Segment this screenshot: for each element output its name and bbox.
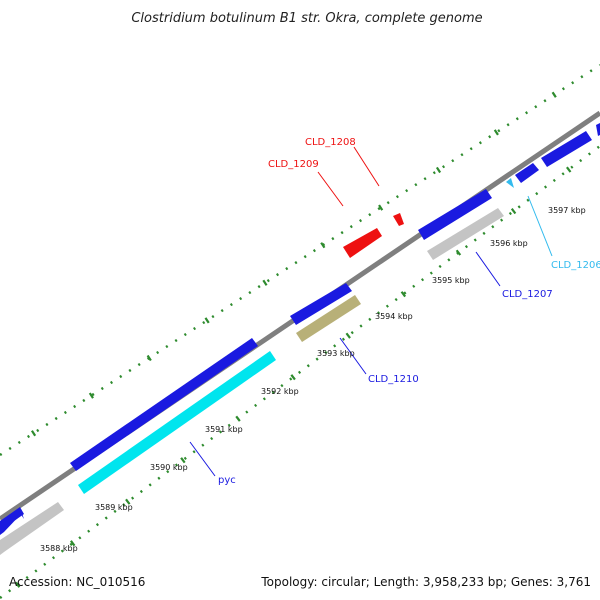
gene-arrow[interactable]: [0, 513, 24, 535]
inner-major-tick: [345, 332, 351, 339]
inner-dotted-ring: [0, 145, 600, 599]
forward-strand-genes: [0, 123, 600, 535]
tick-label-3593: 3593 kbp: [317, 349, 355, 358]
outer-major-tick: [551, 91, 557, 98]
inner-major-tick: [69, 540, 76, 547]
inner-major-tick: [235, 415, 241, 422]
outer-major-tick: [493, 129, 499, 136]
gene-arrow-red-small[interactable]: [393, 213, 404, 226]
gene-arrow[interactable]: [418, 189, 492, 240]
gene-arrow-gray[interactable]: [0, 502, 64, 555]
gene-labels: CLD_1208 CLD_1209 CLD_1206 CLD_1207 CLD_…: [218, 137, 600, 486]
label-leader-lines: [189, 146, 553, 477]
gene-arrow[interactable]: [290, 283, 352, 325]
gene-label-cld-1207[interactable]: CLD_1207: [502, 289, 553, 300]
inner-major-tick: [125, 498, 131, 505]
gene-arrow-light-blue[interactable]: [506, 178, 514, 188]
inner-major-tick: [510, 208, 517, 215]
inner-major-tick: [566, 166, 572, 173]
outer-major-tick: [204, 317, 210, 324]
outer-major-tick: [378, 204, 384, 211]
gene-arrow-olive[interactable]: [296, 295, 361, 342]
gene-label-pyc[interactable]: pyc: [218, 475, 236, 486]
gene-arrow[interactable]: [541, 131, 592, 167]
tick-label-3594: 3594 kbp: [375, 312, 413, 321]
outer-major-tick: [320, 242, 326, 249]
gene-label-cld-1208[interactable]: CLD_1208: [305, 137, 356, 148]
outer-major-tick: [88, 392, 94, 399]
tick-label-3592: 3592 kbp: [261, 387, 299, 396]
tick-label-3596: 3596 kbp: [490, 239, 528, 248]
gene-label-cld-1210[interactable]: CLD_1210: [368, 374, 419, 385]
topology-text: Topology: circular; Length: 3,958,233 bp…: [260, 575, 591, 589]
gene-arrow-cyan[interactable]: [78, 351, 276, 494]
inner-major-tick: [455, 249, 462, 256]
tick-label-3588: 3588 kbp: [40, 544, 78, 553]
gene-label-cld-1209[interactable]: CLD_1209: [268, 159, 319, 170]
tick-label-3589: 3589 kbp: [95, 503, 133, 512]
gene-arrow-red[interactable]: [343, 228, 382, 258]
inner-major-tick: [180, 457, 186, 464]
outer-major-tick: [435, 166, 442, 174]
reverse-strand-genes: [0, 208, 504, 555]
outer-major-tick: [262, 279, 268, 286]
tick-label-3597: 3597 kbp: [548, 206, 586, 215]
outer-major-tick: [30, 430, 37, 437]
gene-label-cld-1206[interactable]: CLD_1206: [551, 260, 600, 271]
inner-major-tick: [400, 291, 407, 298]
tick-label-3591: 3591 kbp: [205, 425, 243, 434]
gene-arrow[interactable]: [596, 123, 600, 136]
gene-arrow[interactable]: [70, 338, 258, 471]
tick-labels: 3588 kbp 3589 kbp 3590 kbp 3591 kbp 3592…: [40, 206, 586, 553]
inner-major-tick: [14, 581, 21, 588]
outer-major-tick: [146, 354, 152, 362]
gene-arrow[interactable]: [515, 163, 539, 183]
outer-dotted-ring: [0, 63, 600, 457]
tick-label-3590: 3590 kbp: [150, 463, 188, 472]
tick-marks: [14, 91, 572, 588]
tick-label-3595: 3595 kbp: [432, 276, 470, 285]
map-title: Clostridium botulinum B1 str. Okra, comp…: [131, 11, 482, 26]
gene-arrow[interactable]: [0, 507, 24, 531]
gene-arrow-gray[interactable]: [427, 208, 504, 260]
inner-major-tick: [290, 374, 296, 381]
accession-text: Accession: NC_010516: [9, 575, 145, 589]
